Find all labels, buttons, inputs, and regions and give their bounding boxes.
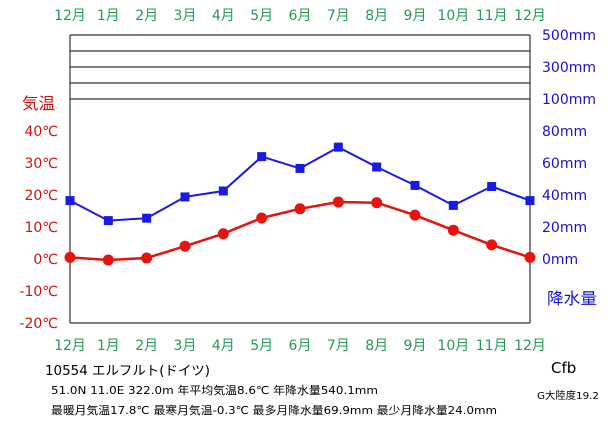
precipitation-tick-label: 20mm xyxy=(542,220,587,236)
precipitation-point xyxy=(180,192,190,202)
temperature-point xyxy=(141,252,153,264)
temperature-point xyxy=(486,239,498,251)
month-label-bottom: 5月 xyxy=(250,338,273,354)
precipitation-point xyxy=(448,200,458,210)
temperature-point xyxy=(64,251,76,263)
month-label-top: 9月 xyxy=(404,8,427,24)
temperature-point xyxy=(294,203,306,215)
precipitation-point xyxy=(218,186,228,196)
station-title: 10554 エルフルト(ドイツ) xyxy=(45,364,210,379)
month-label-bottom: 8月 xyxy=(365,338,388,354)
temperature-point xyxy=(217,228,229,240)
month-label-bottom: 1月 xyxy=(97,338,120,354)
precipitation-axis-ticks: 500mm 300mm 100mm 80mm 60mm 40mm 20mm 0mm xyxy=(542,28,596,268)
precipitation-point xyxy=(103,216,113,226)
precipitation-point xyxy=(333,142,343,152)
temperature-axis-title: 気温 xyxy=(22,94,55,113)
temperature-point xyxy=(256,212,268,224)
temperature-point xyxy=(179,240,191,252)
temperature-tick-label: 10℃ xyxy=(24,220,58,236)
month-label-bottom: 12月 xyxy=(54,338,86,354)
temperature-tick-label: -20℃ xyxy=(19,316,58,332)
month-label-top: 12月 xyxy=(514,8,546,24)
month-label-bottom: 3月 xyxy=(174,338,197,354)
precipitation-tick-label: 60mm xyxy=(542,156,587,172)
month-label-bottom: 12月 xyxy=(514,338,546,354)
month-label-top: 3月 xyxy=(174,8,197,24)
precipitation-point xyxy=(525,196,535,206)
month-label-bottom: 7月 xyxy=(327,338,350,354)
month-axis-bottom: 12月 1月 2月 3月 4月 5月 6月 7月 8月 9月 10月 11月 12月 xyxy=(54,338,546,354)
month-label-top: 2月 xyxy=(135,8,158,24)
temperature-tick-label: 0℃ xyxy=(33,252,58,268)
continentality-index: G大陸度19.2 xyxy=(537,389,599,402)
month-label-bottom: 4月 xyxy=(212,338,235,354)
climate-class: Cfb xyxy=(551,359,576,377)
temperature-point xyxy=(332,196,344,208)
temperature-axis-ticks: 40℃ 30℃ 20℃ 10℃ 0℃ -10℃ -20℃ xyxy=(19,124,58,332)
precipitation-series xyxy=(65,142,535,226)
precipitation-point xyxy=(372,162,382,172)
month-label-bottom: 6月 xyxy=(289,338,312,354)
month-label-top: 10月 xyxy=(437,8,469,24)
precipitation-point xyxy=(257,152,267,162)
temperature-point xyxy=(409,209,421,221)
precipitation-axis-title: 降水量 xyxy=(547,289,597,308)
temperature-tick-label: 20℃ xyxy=(24,188,58,204)
month-label-top: 12月 xyxy=(54,8,86,24)
precipitation-tick-label: 80mm xyxy=(542,124,587,140)
temperature-point xyxy=(524,251,536,263)
temperature-tick-label: -10℃ xyxy=(19,284,58,300)
precipitation-point xyxy=(142,213,152,223)
precipitation-point xyxy=(410,180,420,190)
station-summary: 51.0N 11.0E 322.0m 年平均気温8.6℃ 年降水量540.1mm xyxy=(51,383,378,397)
month-label-top: 4月 xyxy=(212,8,235,24)
plot-frame xyxy=(69,34,531,324)
precipitation-point xyxy=(487,182,497,192)
month-label-bottom: 2月 xyxy=(135,338,158,354)
month-label-top: 11月 xyxy=(476,8,508,24)
precipitation-tick-label: 300mm xyxy=(542,60,596,76)
temperature-point xyxy=(102,254,114,266)
precipitation-point xyxy=(65,196,75,206)
precipitation-tick-label: 0mm xyxy=(542,252,578,268)
month-label-top: 1月 xyxy=(97,8,120,24)
temperature-tick-label: 40℃ xyxy=(24,124,58,140)
precipitation-tick-label: 500mm xyxy=(542,28,596,44)
month-label-top: 6月 xyxy=(289,8,312,24)
precipitation-tick-label: 100mm xyxy=(542,92,596,108)
month-label-top: 7月 xyxy=(327,8,350,24)
temperature-tick-label: 30℃ xyxy=(24,156,58,172)
temperature-point xyxy=(447,224,459,236)
month-label-bottom: 10月 xyxy=(437,338,469,354)
month-label-top: 8月 xyxy=(365,8,388,24)
monthly-extremes: 最暖月気温17.8℃ 最寒月気温-0.3℃ 最多月降水量69.9mm 最少月降水… xyxy=(51,403,497,417)
month-axis-top: 12月 1月 2月 3月 4月 5月 6月 7月 8月 9月 10月 11月 12月 xyxy=(54,8,546,24)
month-label-bottom: 11月 xyxy=(476,338,508,354)
temperature-series xyxy=(64,196,536,266)
temperature-point xyxy=(371,197,383,209)
precipitation-point xyxy=(295,163,305,173)
month-label-bottom: 9月 xyxy=(404,338,427,354)
precipitation-tick-label: 40mm xyxy=(542,188,587,204)
month-label-top: 5月 xyxy=(250,8,273,24)
